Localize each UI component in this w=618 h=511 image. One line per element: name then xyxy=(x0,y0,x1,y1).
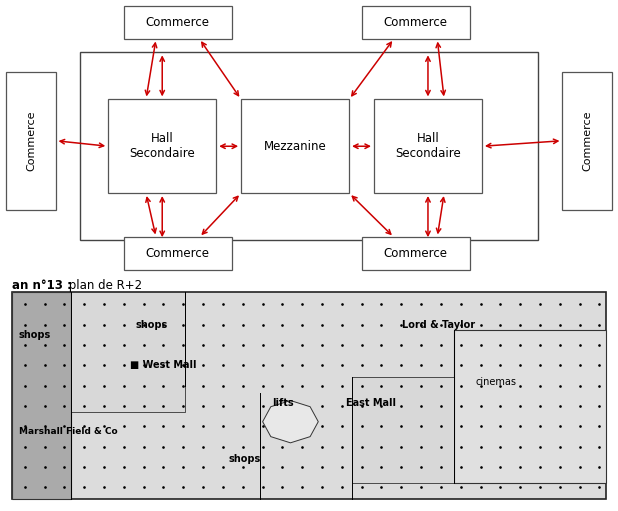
Text: Commerce: Commerce xyxy=(146,15,210,29)
Text: Mezzanine: Mezzanine xyxy=(264,140,326,153)
Text: Commerce: Commerce xyxy=(26,110,36,171)
Bar xyxy=(71,292,185,412)
Text: Hall
Secondaire: Hall Secondaire xyxy=(129,132,195,160)
Text: Commerce: Commerce xyxy=(384,15,447,29)
Text: plan de R+2: plan de R+2 xyxy=(65,280,142,292)
Text: Hall
Secondaire: Hall Secondaire xyxy=(395,132,461,160)
Bar xyxy=(12,292,606,499)
Text: an n°13 :: an n°13 : xyxy=(12,280,72,292)
Text: Marshall Field & Co: Marshall Field & Co xyxy=(19,427,117,435)
Text: shops: shops xyxy=(136,320,168,330)
Bar xyxy=(108,99,216,193)
Text: ■ West Mall: ■ West Mall xyxy=(130,360,197,370)
Text: shops: shops xyxy=(229,454,261,464)
Bar xyxy=(362,6,470,39)
Bar xyxy=(454,330,606,483)
Text: Commerce: Commerce xyxy=(582,110,592,171)
Bar xyxy=(80,53,538,240)
Bar xyxy=(562,72,612,210)
Text: Lord & Taylor: Lord & Taylor xyxy=(402,320,475,330)
Bar xyxy=(124,237,232,270)
Polygon shape xyxy=(263,401,318,443)
Text: cinemas: cinemas xyxy=(476,377,517,387)
Bar xyxy=(12,292,71,499)
Text: Commerce: Commerce xyxy=(146,247,210,261)
Text: Commerce: Commerce xyxy=(384,247,447,261)
Bar xyxy=(241,99,349,193)
Bar xyxy=(374,99,482,193)
Bar xyxy=(6,72,56,210)
Bar xyxy=(362,237,470,270)
Text: lifts: lifts xyxy=(272,398,294,408)
Text: East Mall: East Mall xyxy=(346,398,396,408)
Bar xyxy=(352,377,454,483)
Text: shops: shops xyxy=(19,330,51,340)
Bar xyxy=(124,6,232,39)
